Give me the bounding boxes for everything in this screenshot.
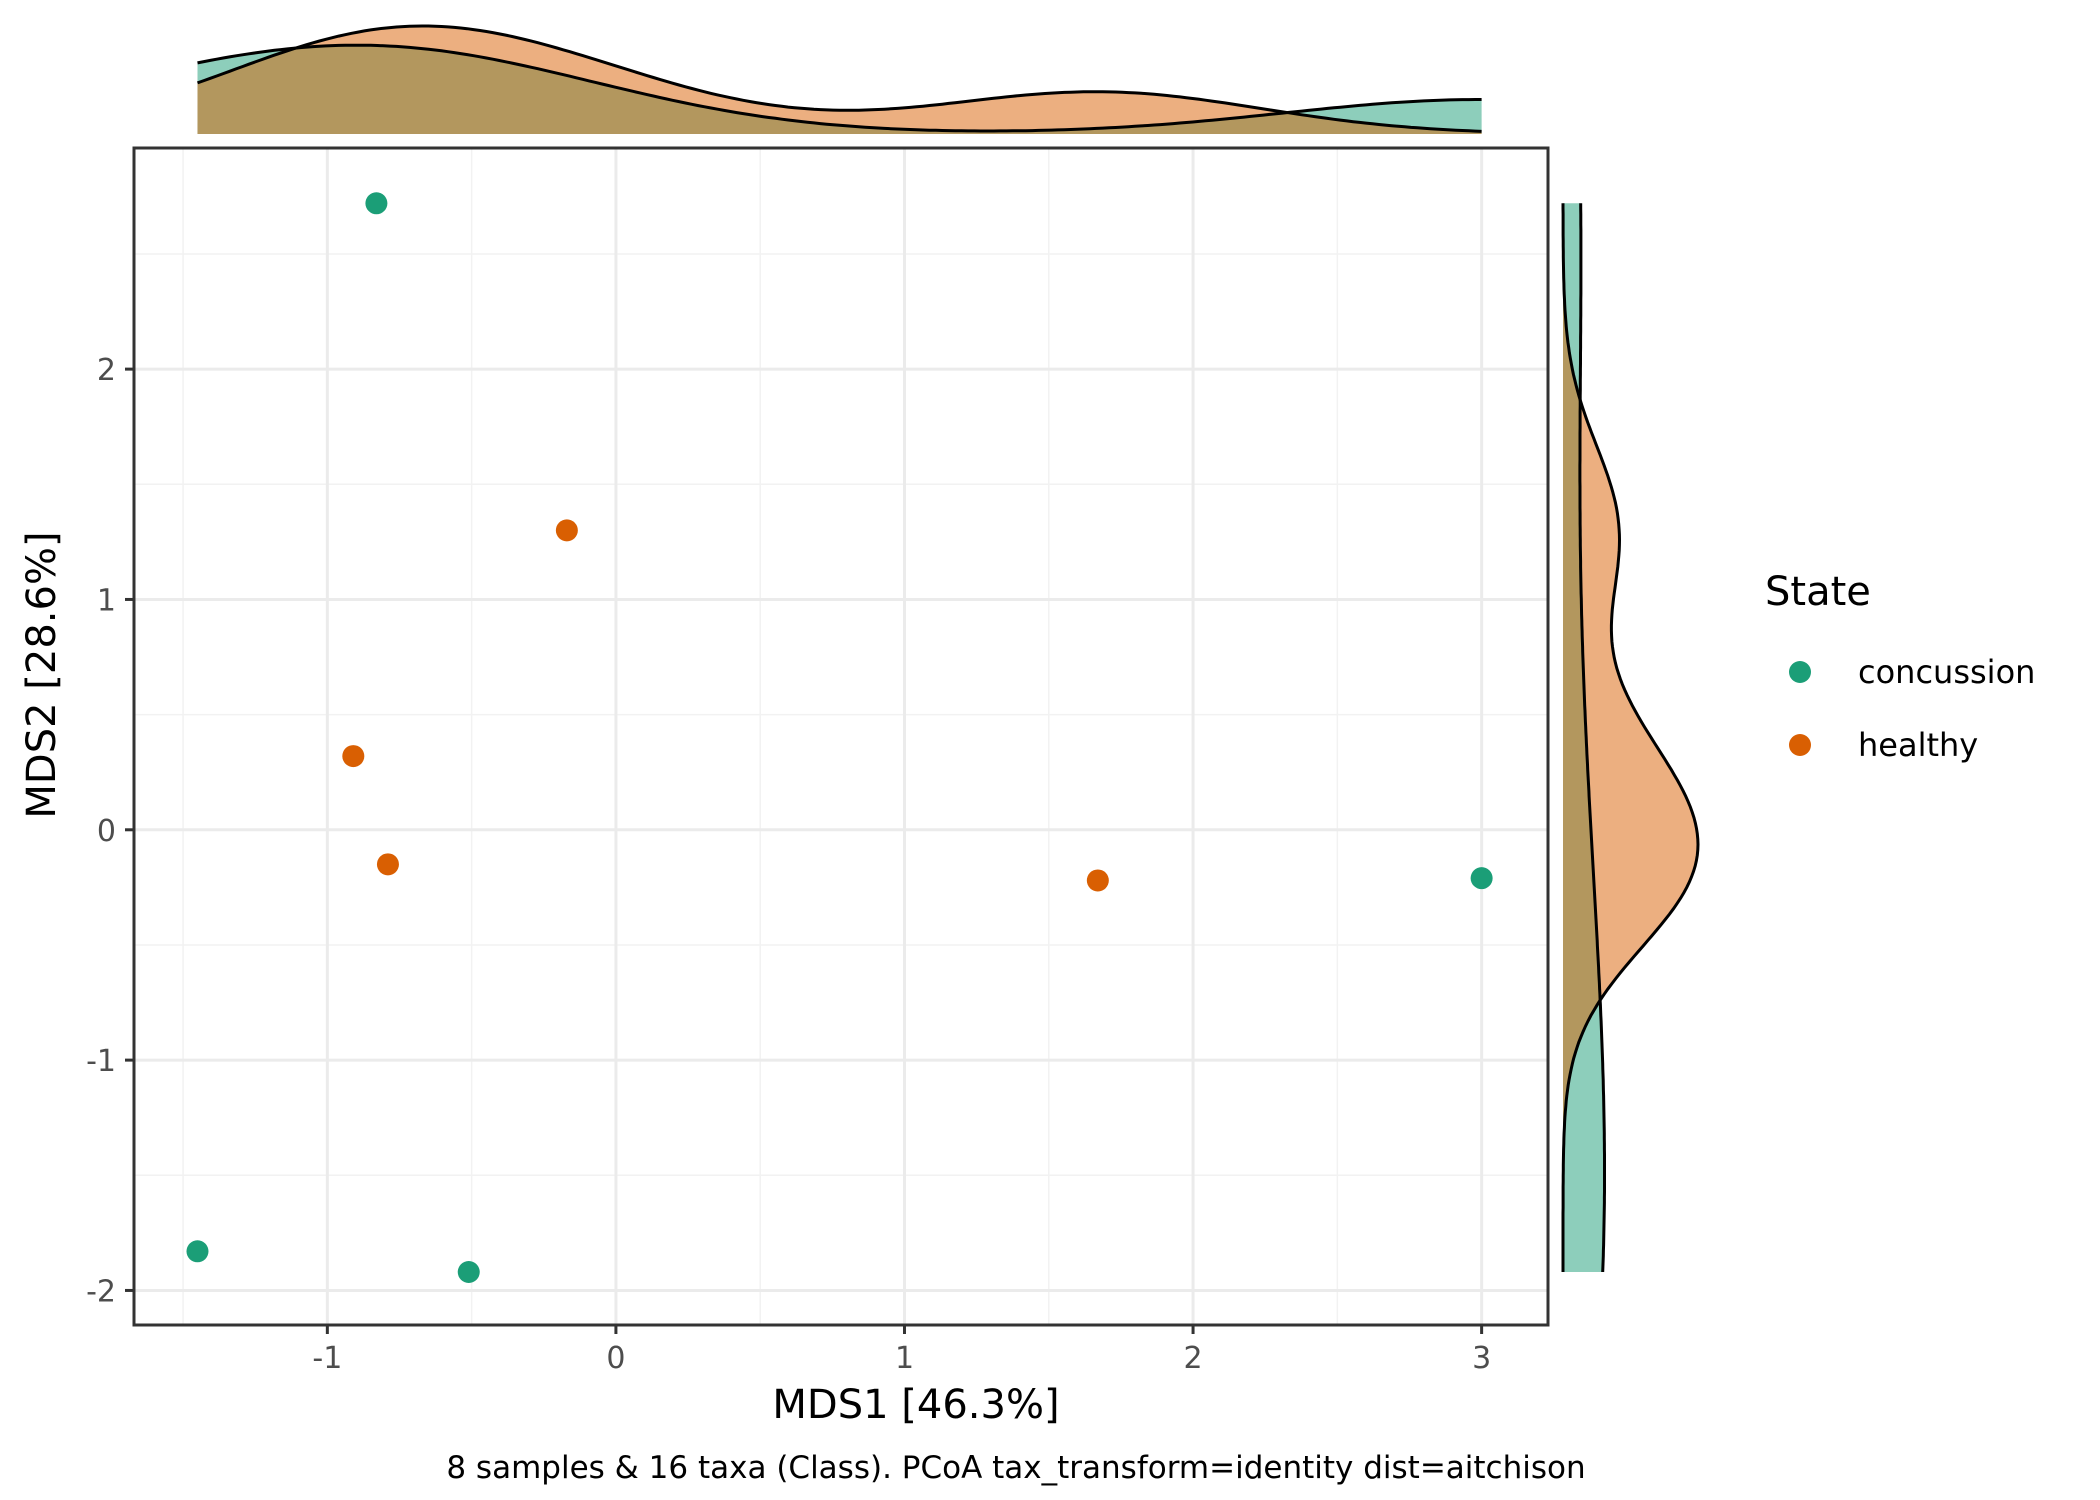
data-point-healthy bbox=[376, 853, 399, 876]
grid-lines bbox=[134, 148, 1548, 1325]
x-tick-label: 2 bbox=[1184, 1341, 1203, 1376]
data-point-healthy bbox=[1086, 869, 1109, 892]
y-tick-label: 2 bbox=[97, 353, 116, 388]
legend: State concussion healthy bbox=[1765, 569, 2035, 764]
top-marginal-density bbox=[196, 24, 1482, 135]
top-density-line-concussion bbox=[197, 43, 1482, 133]
caption: 8 samples & 16 taxa (Class). PCoA tax_tr… bbox=[446, 1450, 1585, 1486]
top-density-line-healthy bbox=[196, 24, 1482, 133]
legend-title: State bbox=[1765, 569, 1871, 615]
panel-border bbox=[132, 146, 1550, 1327]
legend-key-healthy bbox=[1789, 734, 1811, 756]
x-axis-title: MDS1 [46.3%] bbox=[772, 1382, 1059, 1428]
x-tick-label: 3 bbox=[1472, 1341, 1491, 1376]
data-point-concussion bbox=[457, 1261, 480, 1284]
legend-key-concussion bbox=[1789, 661, 1811, 683]
data-point-concussion bbox=[186, 1240, 209, 1263]
data-point-concussion bbox=[1470, 867, 1493, 890]
y-axis-title: MDS2 [28.6%] bbox=[19, 531, 65, 818]
legend-label-healthy: healthy bbox=[1858, 726, 1978, 764]
top-density-fill-healthy bbox=[197, 26, 1482, 134]
x-tick-label: 0 bbox=[606, 1341, 625, 1376]
data-point-healthy bbox=[342, 745, 365, 768]
data-point-healthy bbox=[555, 519, 578, 542]
right-marginal-density bbox=[1561, 203, 1700, 1273]
y-tick-label: -2 bbox=[86, 1274, 116, 1309]
scatter-panel bbox=[132, 146, 1550, 1327]
y-tick-label: 0 bbox=[97, 814, 116, 849]
x-axis: -1 0 1 2 3 bbox=[312, 1325, 1491, 1376]
y-axis: -2 -1 0 1 2 bbox=[86, 353, 134, 1309]
legend-label-concussion: concussion bbox=[1858, 653, 2035, 691]
right-density-line-concussion bbox=[1578, 203, 1606, 1273]
right-density-line-healthy bbox=[1561, 203, 1700, 1272]
data-points bbox=[186, 192, 1493, 1284]
y-tick-label: 1 bbox=[97, 583, 116, 618]
x-tick-label: -1 bbox=[312, 1341, 342, 1376]
x-tick-label: 1 bbox=[895, 1341, 914, 1376]
y-tick-label: -1 bbox=[86, 1044, 116, 1079]
data-point-concussion bbox=[365, 192, 388, 215]
